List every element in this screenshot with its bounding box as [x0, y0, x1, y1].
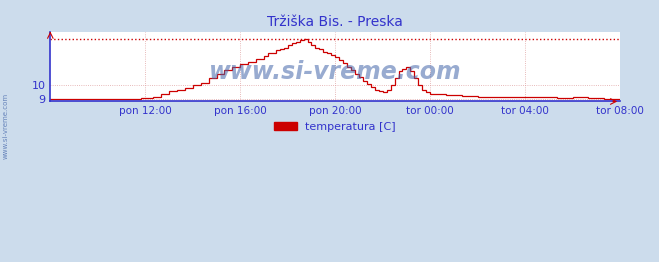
Legend: temperatura [C]: temperatura [C]: [270, 118, 401, 137]
Title: Tržiška Bis. - Preska: Tržiška Bis. - Preska: [268, 15, 403, 29]
Text: www.si-vreme.com: www.si-vreme.com: [2, 93, 9, 159]
Text: www.si-vreme.com: www.si-vreme.com: [209, 60, 461, 84]
